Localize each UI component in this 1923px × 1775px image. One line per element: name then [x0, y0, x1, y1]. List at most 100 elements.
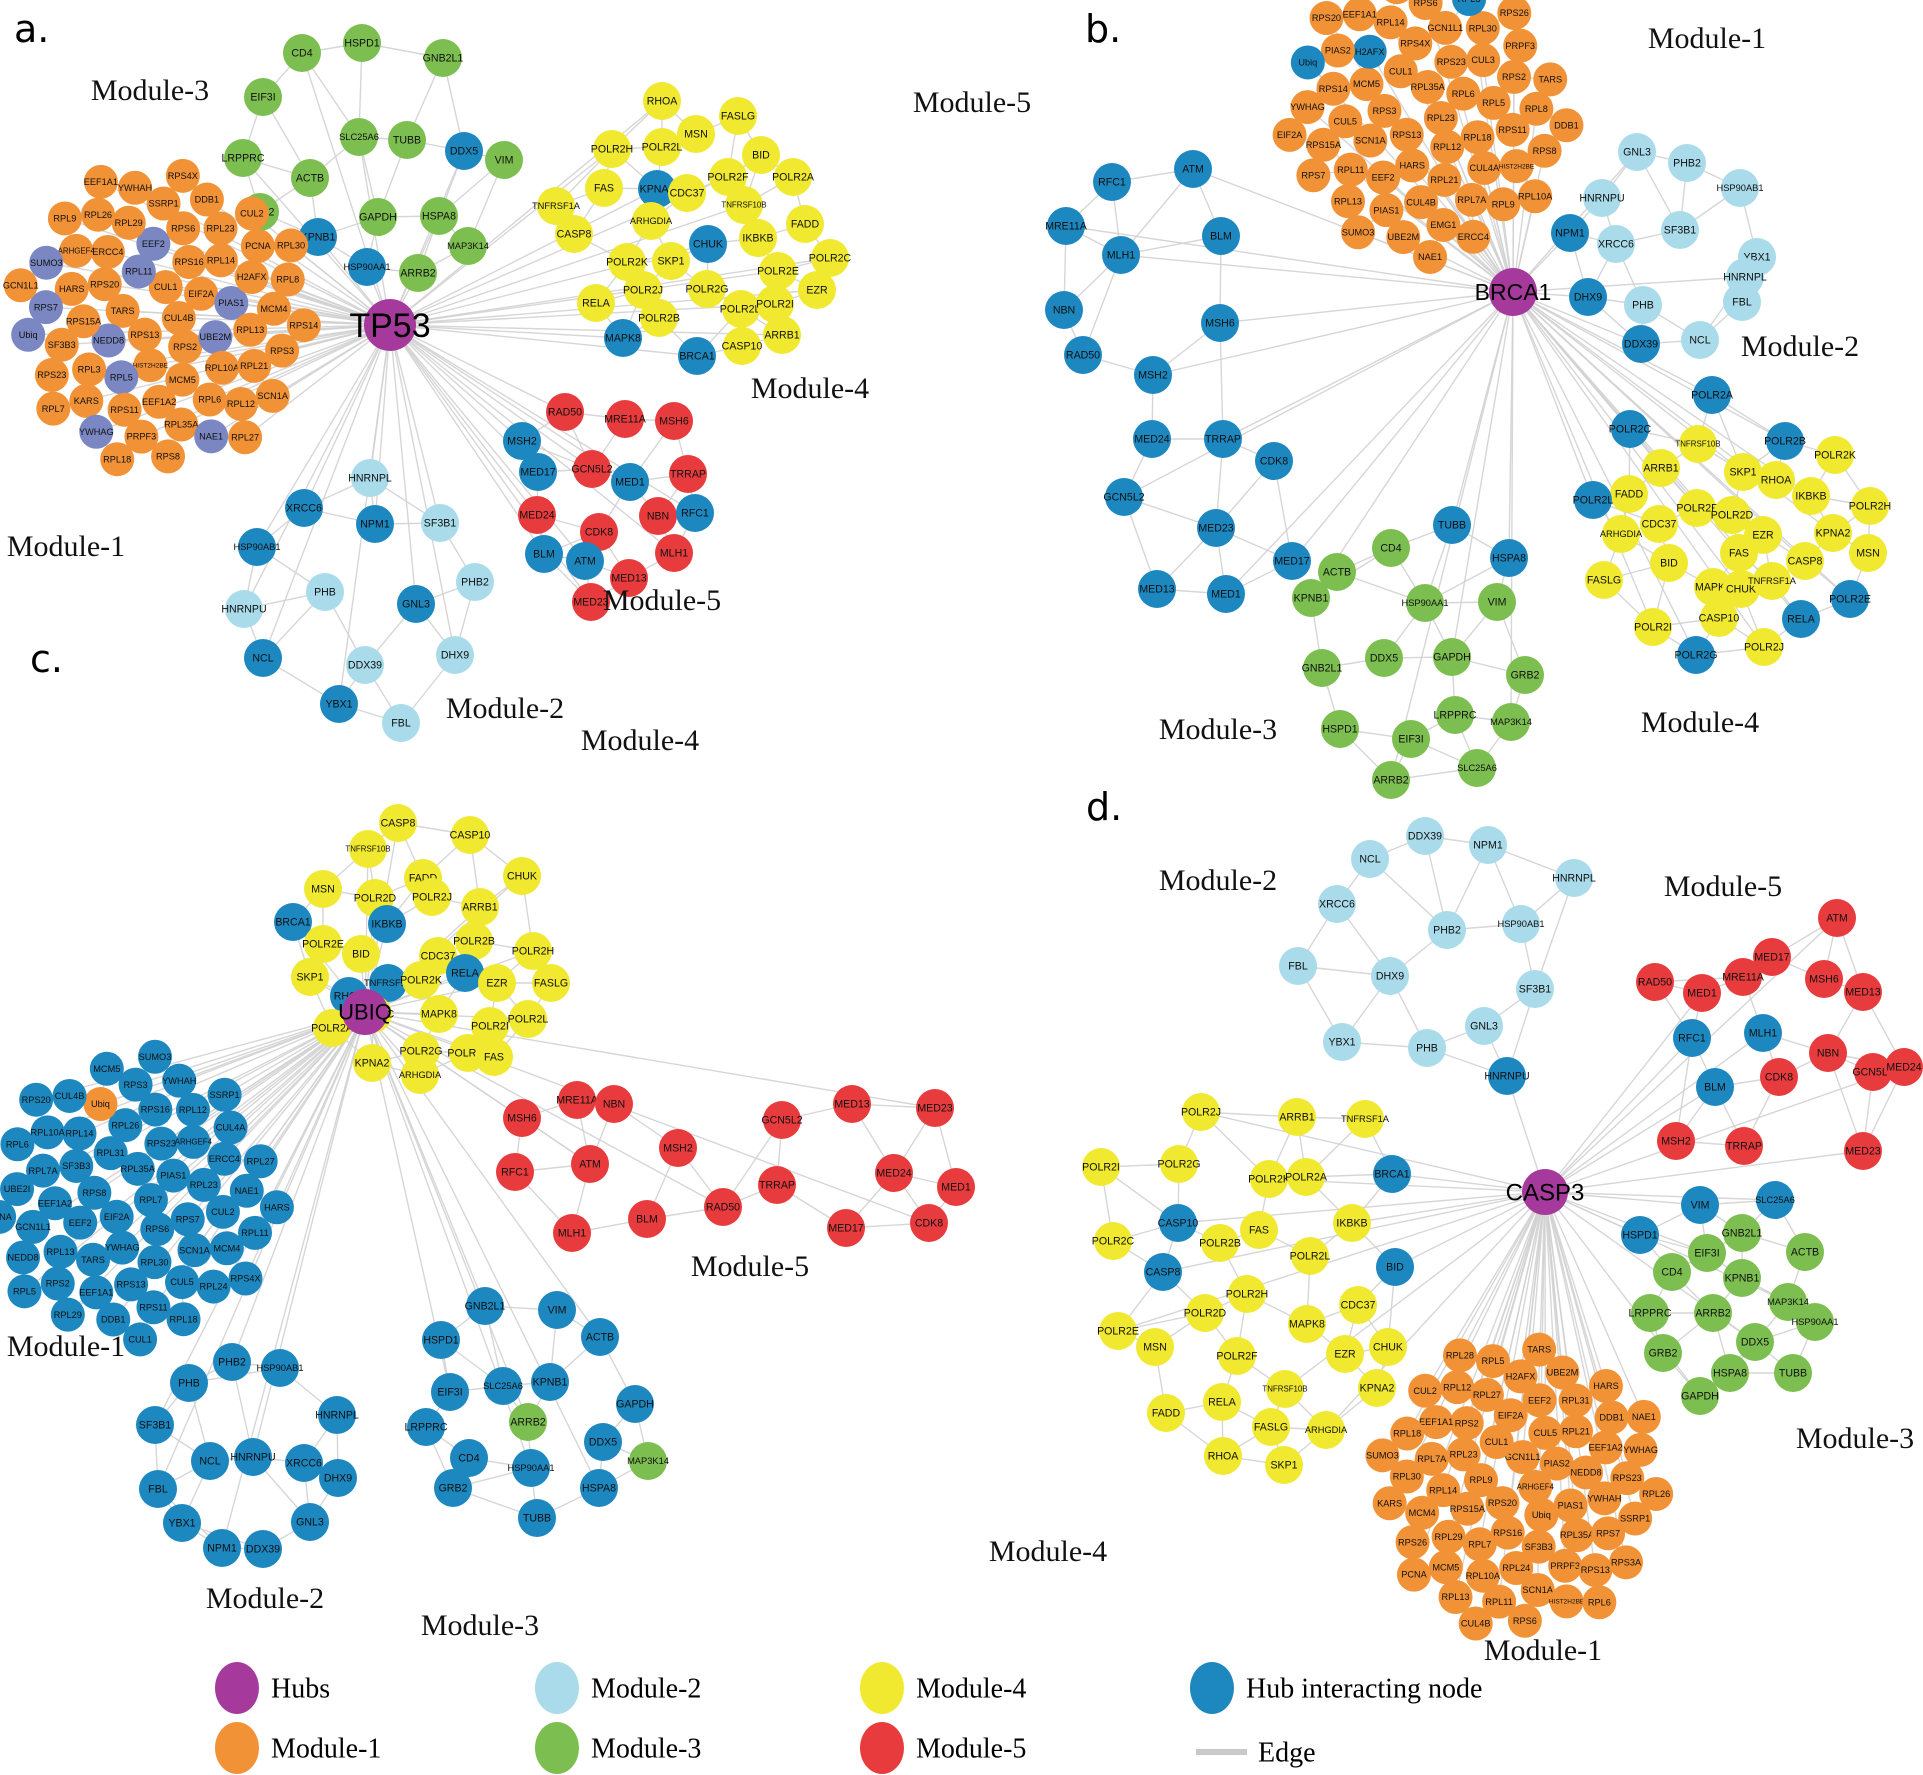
node-label: HNRNPU	[1579, 193, 1624, 205]
node-label: CUL5	[1534, 1428, 1558, 1438]
network-node	[1160, 1145, 1198, 1183]
network-node	[1465, 1007, 1503, 1045]
node-label: HSP90AA1	[507, 1463, 554, 1473]
node-label: KPNA2	[355, 1058, 390, 1070]
network-node	[72, 352, 107, 387]
network-node	[399, 254, 437, 292]
network-node	[1434, 44, 1469, 79]
network-node	[146, 186, 181, 221]
network-node	[244, 1530, 282, 1568]
network-node	[624, 271, 662, 309]
node-label: UBE2M	[1388, 232, 1420, 242]
network-node	[1456, 219, 1491, 254]
node-label: RPS6	[145, 1224, 169, 1234]
node-label: MCM5	[1432, 1562, 1459, 1572]
network-node	[1597, 225, 1635, 263]
network-node	[1272, 117, 1307, 152]
node-label: RPL31	[1562, 1396, 1590, 1406]
network-node	[0, 1127, 35, 1162]
network-node	[1446, 1437, 1481, 1472]
network-node	[1358, 1369, 1396, 1407]
node-label: MLH1	[1749, 1028, 1777, 1040]
node-label: SKP1	[296, 972, 323, 984]
node-label: RPL6	[1452, 89, 1475, 99]
edge	[1512, 291, 1834, 534]
network-node	[643, 128, 681, 166]
node-label: VIM	[1691, 1200, 1710, 1212]
network-node	[1657, 1122, 1695, 1160]
network-node	[1265, 1446, 1303, 1484]
node-label: ARHGEF4	[58, 247, 96, 256]
node-label: EIF3I	[437, 1387, 462, 1399]
node-label: DDX39	[246, 1544, 280, 1556]
node-label: EEF1A1	[1419, 1417, 1453, 1427]
node-label: GNB2L1	[1722, 1228, 1763, 1240]
panel-a: CD4 HSPD1 GNB2L1 EIF3I SLC25A6 TUBB DDX5 VIM LRP…	[3, 7, 869, 742]
network-node	[1624, 286, 1662, 324]
node-label: POLR2H	[591, 144, 633, 156]
network-node	[1204, 420, 1242, 458]
node-label: CUL4A	[1469, 163, 1499, 173]
node-label: Ubiq	[1298, 58, 1317, 68]
node-label: SF3B1	[139, 1420, 171, 1432]
network-node	[19, 1082, 54, 1117]
network-node	[62, 1116, 97, 1151]
node-label: RPL6	[198, 395, 221, 405]
node-label: NBN	[1053, 305, 1075, 317]
network-node	[1786, 1233, 1824, 1271]
edge	[1512, 276, 1746, 293]
network-node	[1588, 1369, 1623, 1404]
network-node	[203, 243, 238, 278]
node-label: MSN	[1856, 548, 1880, 560]
node-label: RPL29	[1435, 1532, 1463, 1542]
node-label: RHOA	[1208, 1451, 1240, 1463]
network-node	[1602, 515, 1640, 553]
network-node	[445, 132, 483, 170]
node-label: GAPDH	[1681, 1391, 1719, 1403]
network-node	[304, 925, 342, 963]
node-label: CUL5	[170, 1277, 194, 1287]
node-label: POLR2D	[1711, 510, 1754, 522]
network-node	[1395, 148, 1430, 183]
network-node	[63, 1205, 98, 1240]
node-label: HIST2H2BE	[1549, 1599, 1585, 1606]
node-label: YBX1	[168, 1518, 195, 1530]
network-node	[79, 1275, 114, 1310]
network-node	[1389, 1459, 1424, 1494]
node-label: MED13	[834, 1099, 869, 1111]
network-node	[1639, 1476, 1674, 1511]
network-node	[256, 291, 291, 326]
network-node	[1476, 85, 1511, 120]
node-label: ATM	[579, 1159, 601, 1171]
network-node	[1383, 54, 1418, 89]
node-label: BRCA1	[275, 917, 310, 929]
node-label: MED23	[1198, 523, 1233, 535]
node-label: SKP1	[1270, 1460, 1297, 1472]
legend-swatch-module4	[860, 1662, 904, 1714]
node-label: CASP10	[1158, 1218, 1199, 1230]
network-node	[1462, 1527, 1497, 1562]
node-label: FBL	[1732, 297, 1752, 309]
node-label: MCM4	[260, 304, 287, 314]
node-label: Ubiq	[19, 330, 38, 340]
network-node	[742, 136, 780, 174]
node-label: TNFRSF10B	[1262, 1385, 1307, 1394]
node-label: GCN1L1	[15, 1222, 51, 1232]
node-label: SLC25A6	[483, 1381, 523, 1391]
network-node	[177, 1233, 212, 1268]
node-label: DHX9	[441, 650, 469, 662]
network-node	[1426, 207, 1461, 242]
network-node	[1366, 160, 1401, 195]
node-label: Ubiq	[1532, 1510, 1551, 1520]
legend-label: Module-2	[591, 1674, 701, 1705]
network-node	[759, 252, 797, 290]
node-label: UBE2I	[4, 1184, 31, 1194]
network-node	[584, 1423, 622, 1461]
network-node	[368, 905, 406, 943]
node-label: MED24	[1886, 1062, 1921, 1074]
node-label: SUMO3	[1342, 227, 1375, 237]
module-label: Module-4	[989, 1535, 1107, 1568]
network-node	[577, 284, 615, 322]
node-label: RPL14	[65, 1129, 93, 1139]
